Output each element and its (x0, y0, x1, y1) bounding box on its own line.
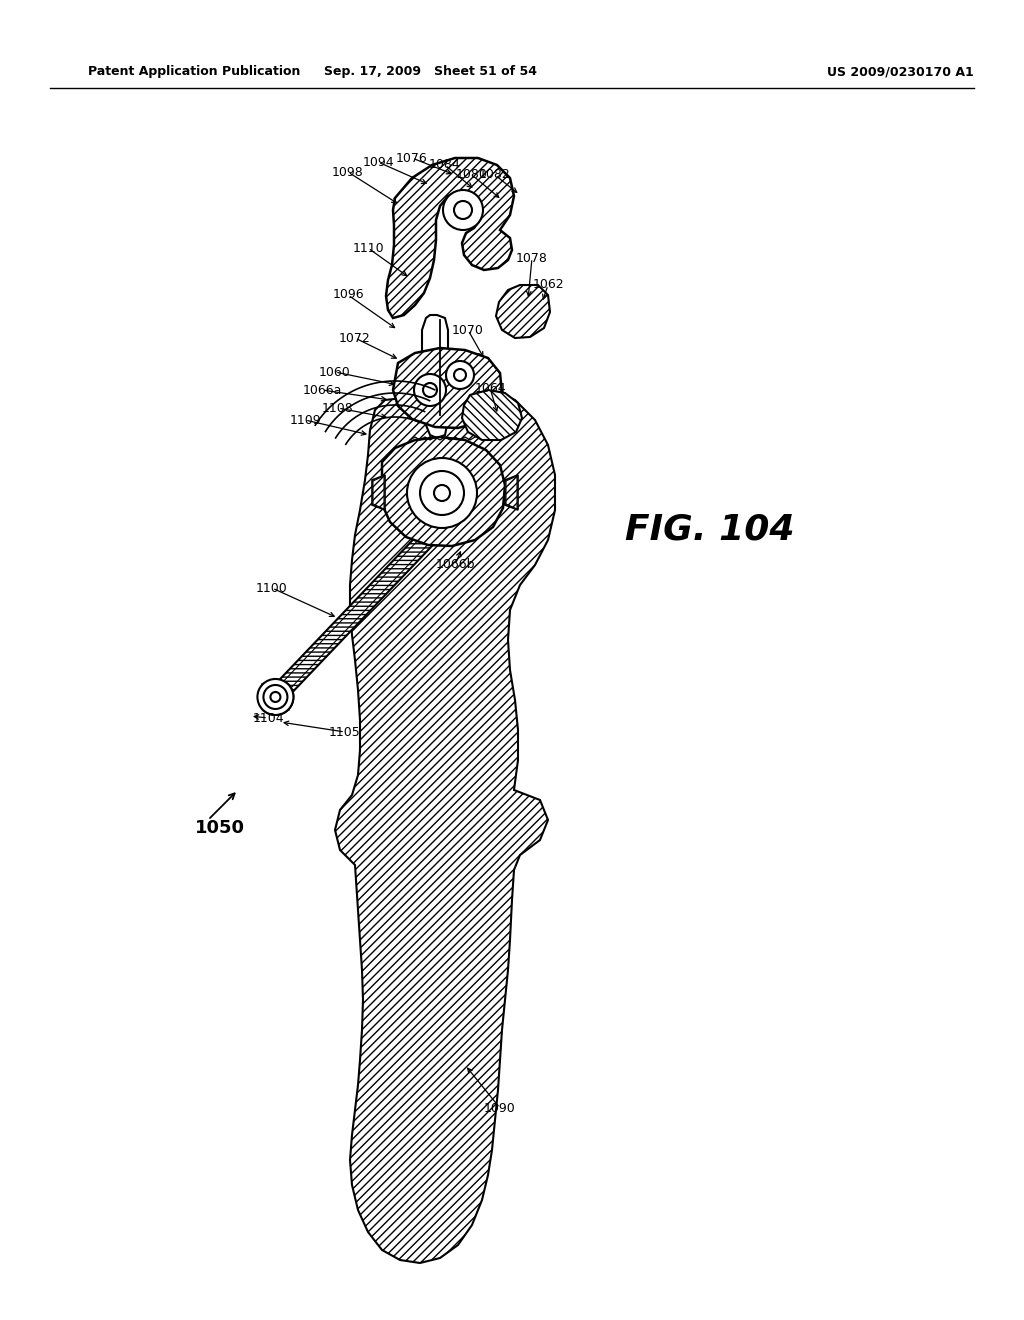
Polygon shape (422, 315, 449, 438)
Text: 1084: 1084 (429, 158, 461, 172)
Circle shape (446, 360, 474, 389)
Text: 1076: 1076 (396, 152, 428, 165)
Text: 1096: 1096 (332, 289, 364, 301)
Circle shape (434, 484, 450, 502)
Circle shape (454, 201, 472, 219)
Circle shape (414, 374, 446, 407)
Circle shape (423, 383, 437, 397)
Polygon shape (373, 477, 384, 510)
Polygon shape (496, 285, 550, 338)
Text: 1098: 1098 (332, 165, 364, 178)
Text: 1100: 1100 (256, 582, 288, 594)
Polygon shape (386, 158, 514, 318)
Circle shape (263, 685, 288, 709)
Circle shape (407, 458, 477, 528)
Text: US 2009/0230170 A1: US 2009/0230170 A1 (826, 66, 974, 78)
Text: 1082: 1082 (479, 169, 511, 181)
Text: 1070: 1070 (452, 323, 484, 337)
Text: 1062: 1062 (532, 279, 564, 292)
Text: 1064: 1064 (474, 381, 506, 395)
Text: Sep. 17, 2009   Sheet 51 of 54: Sep. 17, 2009 Sheet 51 of 54 (324, 66, 537, 78)
Polygon shape (505, 475, 518, 510)
Circle shape (270, 692, 281, 702)
Text: 1104: 1104 (252, 711, 284, 725)
Polygon shape (462, 389, 522, 440)
Text: 1078: 1078 (516, 252, 548, 264)
Text: 1110: 1110 (352, 242, 384, 255)
Text: 1094: 1094 (362, 156, 394, 169)
Polygon shape (382, 437, 505, 546)
Polygon shape (393, 348, 502, 428)
Text: 1109: 1109 (289, 413, 321, 426)
Text: Patent Application Publication: Patent Application Publication (88, 66, 300, 78)
Circle shape (454, 370, 466, 381)
Polygon shape (372, 475, 385, 510)
Circle shape (257, 678, 294, 715)
Text: 1060: 1060 (319, 366, 351, 379)
Polygon shape (262, 529, 436, 709)
Text: 1108: 1108 (323, 401, 354, 414)
Text: 1080: 1080 (456, 169, 488, 181)
Polygon shape (263, 684, 294, 715)
Polygon shape (335, 388, 555, 1263)
Text: 1066a: 1066a (302, 384, 342, 396)
Text: 1090: 1090 (484, 1101, 516, 1114)
Text: 1105: 1105 (329, 726, 360, 738)
Text: 1072: 1072 (339, 331, 371, 345)
Circle shape (443, 190, 483, 230)
Circle shape (420, 471, 464, 515)
Text: 1066b: 1066b (435, 558, 475, 572)
Polygon shape (506, 477, 517, 510)
Text: FIG. 104: FIG. 104 (626, 513, 795, 546)
Text: 1050: 1050 (195, 818, 245, 837)
